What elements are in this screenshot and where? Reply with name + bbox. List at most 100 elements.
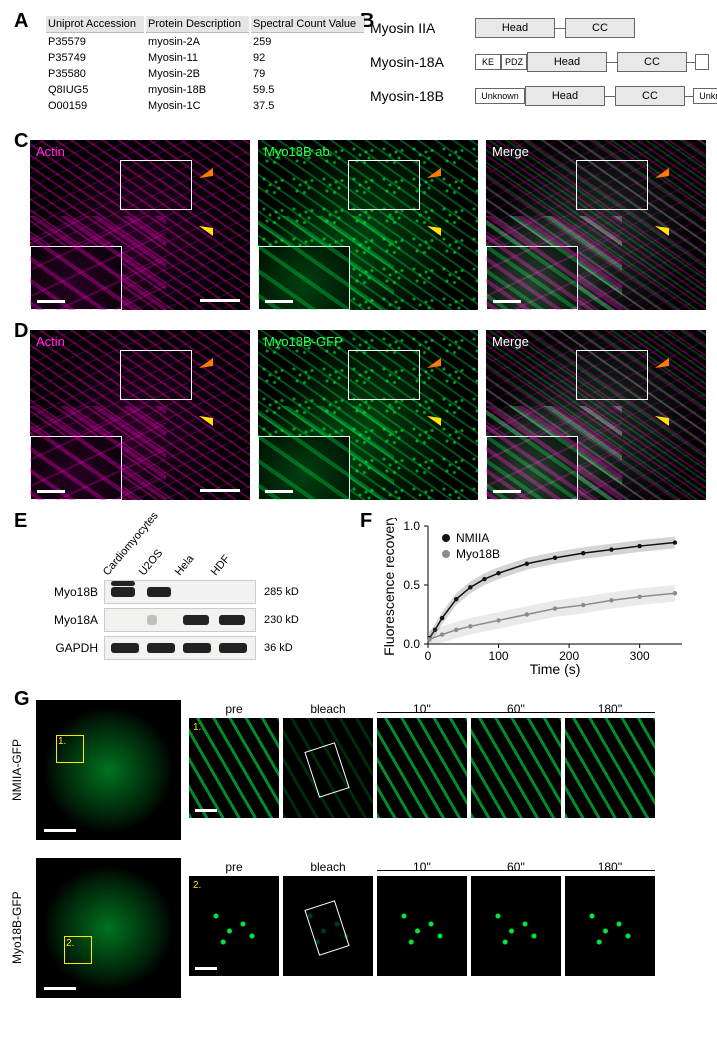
table-row: P35579myosin-2A259 [46, 35, 364, 49]
panelC: Actin Myo18B abMerge [30, 140, 706, 310]
domain-cc: CC [617, 52, 687, 72]
label-C: C [14, 130, 28, 153]
panelG: NMIIA-GFP1.pre1.bleach10''60''180''Myo18… [10, 700, 655, 1016]
arrow-orange [423, 358, 441, 381]
svg-text:Fluorescence recovery: Fluorescence recovery [381, 518, 397, 656]
micrograph: Myo18B ab [258, 140, 478, 310]
micrograph: Actin [30, 140, 250, 310]
blot-size: 230 kD [264, 614, 299, 626]
thumb-label: 180'' [565, 860, 655, 874]
domain-row: Myosin-18AKEPDZHeadCC [370, 50, 717, 74]
domain-box: Unknown [475, 88, 525, 104]
panelA-header: Uniprot Accession [46, 16, 144, 33]
thumb-label: bleach [283, 860, 373, 874]
roi-box [120, 160, 192, 210]
panelG-side-label: Myo18B-GFP [10, 858, 28, 998]
panelA-header: Protein Description [146, 16, 249, 33]
roi-box [348, 160, 420, 210]
panelG-thumb: 60'' [471, 718, 561, 818]
scalebar [200, 299, 240, 302]
panelB-diagram: Myosin IIAHeadCCMyosin-18AKEPDZHeadCCMyo… [370, 16, 717, 118]
panelG-row: NMIIA-GFP1.pre1.bleach10''60''180'' [10, 700, 655, 840]
panelG-row: Myo18B-GFP2.pre2.bleach10''60''180'' [10, 858, 655, 998]
domain-row: Myosin-18BUnknownHeadCCUnknown [370, 84, 717, 108]
blot-band [147, 587, 171, 597]
panelG-thumb: 60'' [471, 876, 561, 976]
micrograph: Merge [486, 140, 706, 310]
panelG-thumb: pre2. [189, 876, 279, 976]
roi-box [576, 350, 648, 400]
panelF-chart: 01002003000.00.51.0Time (s)Fluorescence … [380, 518, 690, 673]
panelD: Actin Myo18B-GFP Merge [30, 330, 706, 500]
arrow-yellow [651, 408, 669, 431]
roi-number: 1. [58, 736, 66, 747]
blot-band [147, 643, 175, 653]
svg-text:NMIIA: NMIIA [456, 531, 489, 545]
roi-box [348, 350, 420, 400]
inset [258, 436, 350, 500]
arrow-yellow [195, 218, 213, 241]
svg-text:Myo18B: Myo18B [456, 547, 500, 561]
micrograph-label: Myo18B-GFP [264, 334, 343, 349]
panelA-table: Uniprot AccessionProtein DescriptionSpec… [44, 14, 366, 115]
blot-name: Myo18B [40, 585, 104, 599]
micrograph-label: Actin [36, 144, 65, 159]
blot-name: Myo18A [40, 613, 104, 627]
lane-label: Hela [173, 553, 197, 578]
blot-strip [104, 636, 256, 660]
thumb-label: pre [189, 702, 279, 716]
lane-label: HDF [209, 553, 233, 578]
inset [486, 246, 578, 310]
table-row: O00159Myosin-1C37.5 [46, 99, 364, 113]
table-row: P35749Myosin-1192 [46, 51, 364, 65]
scalebar [44, 829, 76, 832]
micrograph-label: Actin [36, 334, 65, 349]
inset [486, 436, 578, 500]
label-D: D [14, 320, 28, 343]
arrow-orange [423, 168, 441, 191]
domain-row: Myosin IIAHeadCC [370, 16, 717, 40]
thumb-label: 60'' [471, 860, 561, 874]
arrow-orange [651, 358, 669, 381]
domain-head: Head [475, 18, 555, 38]
blot-size: 36 kD [264, 642, 293, 654]
panelG-thumb: 10'' [377, 876, 467, 976]
inset [30, 246, 122, 310]
panelG-thumb: 180'' [565, 876, 655, 976]
domain-label: Myosin IIA [370, 20, 475, 36]
micrograph: Merge [486, 330, 706, 500]
svg-text:100: 100 [489, 649, 509, 663]
blot-band [111, 587, 135, 597]
panelG-thumb: 10'' [377, 718, 467, 818]
label-F: F [360, 510, 372, 533]
panelG-thumb: 180'' [565, 718, 655, 818]
table-row: P35580Myosin-2B79 [46, 67, 364, 81]
thumb-label: 60'' [471, 702, 561, 716]
blot-size: 285 kD [264, 586, 299, 598]
panelG-main: 2. [36, 858, 181, 998]
micrograph: Myo18B-GFP [258, 330, 478, 500]
domain-head: Head [527, 52, 607, 72]
domain-label: Myosin-18B [370, 88, 475, 104]
panelG-main: 1. [36, 700, 181, 840]
blot-strip [104, 608, 256, 632]
arrow-orange [651, 168, 669, 191]
svg-text:0.0: 0.0 [403, 637, 420, 651]
label-A: A [14, 10, 28, 33]
blot-band [183, 615, 209, 625]
roi-number: 2. [66, 938, 74, 949]
inset [258, 246, 350, 310]
blot-band [147, 615, 157, 625]
panelG-side-label: NMIIA-GFP [10, 700, 28, 840]
panelG-thumb: bleach [283, 718, 373, 818]
domain-box: Unknown [693, 88, 717, 104]
svg-text:0: 0 [425, 649, 432, 663]
blot-row: GAPDH36 kD [40, 634, 299, 662]
panelE-blot: CardiomyocytesU2OSHelaHDF Myo18B285 kDMy… [40, 520, 299, 662]
inset [30, 436, 122, 500]
svg-text:1.0: 1.0 [403, 519, 420, 533]
domain-cc: CC [615, 86, 685, 106]
panelG-thumb: pre1. [189, 718, 279, 818]
arrow-yellow [651, 218, 669, 241]
arrow-yellow [195, 408, 213, 431]
